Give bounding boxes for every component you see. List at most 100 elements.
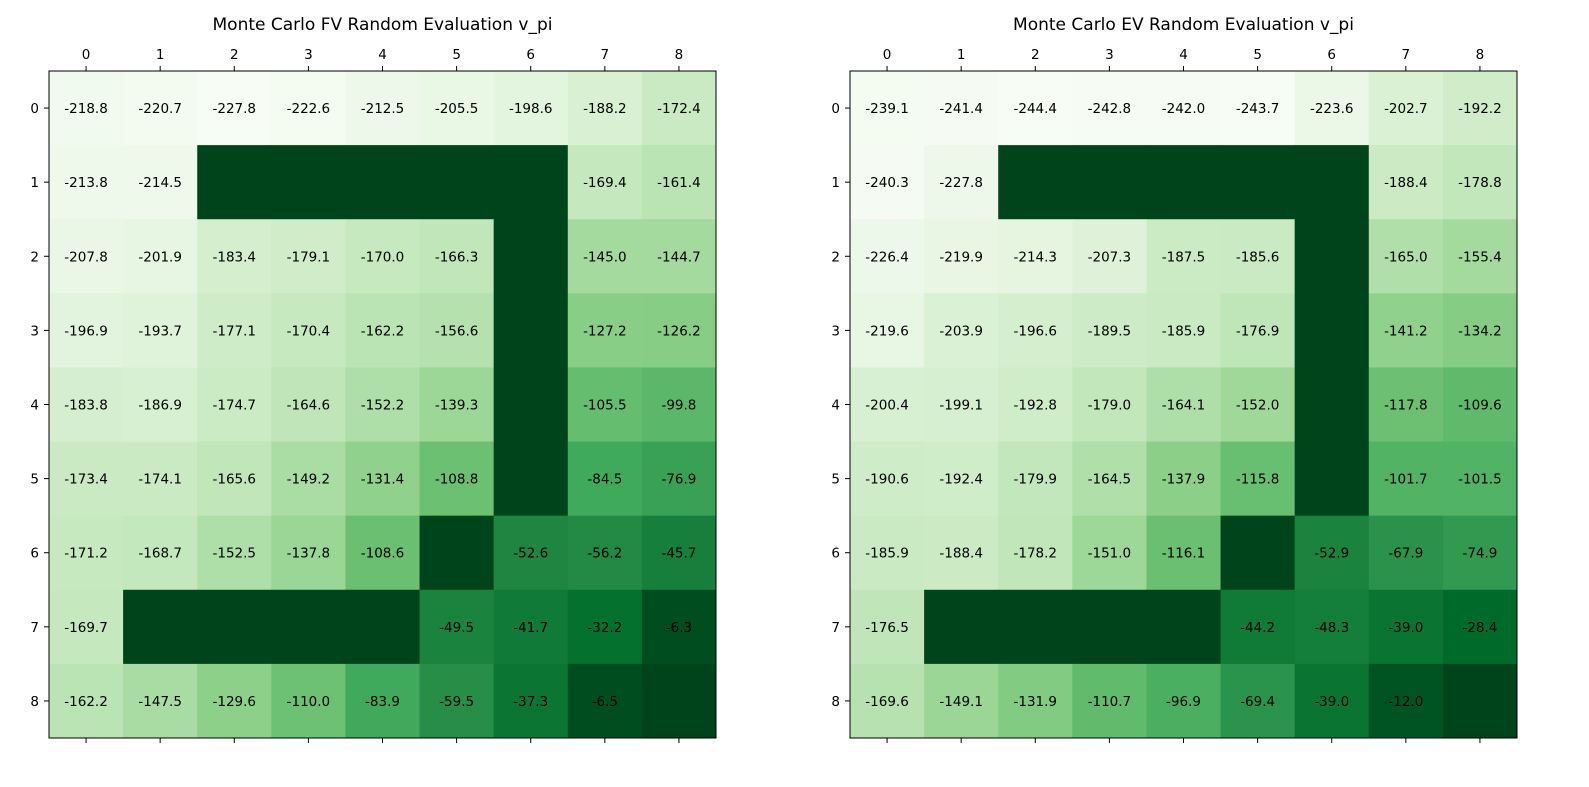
cell-value-label: -207.8 <box>64 249 108 265</box>
x-tick-label: 5 <box>1253 47 1262 63</box>
cell-value-label: -110.7 <box>1088 694 1132 710</box>
cell-value-label: -165.6 <box>213 472 257 488</box>
y-tick-label: 8 <box>831 694 840 710</box>
heatmap-cell <box>998 441 1073 517</box>
cell-value-label: -131.9 <box>1014 694 1058 710</box>
cell-value-label: -116.1 <box>1162 546 1206 562</box>
cell-value-label: -185.9 <box>865 546 909 562</box>
heatmap-cell <box>1368 589 1444 665</box>
x-tick-label: 2 <box>1031 47 1040 63</box>
cell-value-label: -156.6 <box>435 323 479 339</box>
cell-value-label: -149.2 <box>287 472 331 488</box>
heatmap-cell <box>641 589 717 665</box>
heatmap-cell <box>419 219 495 294</box>
heatmap-cell <box>493 663 569 739</box>
heatmap-cell <box>998 293 1073 368</box>
heatmap-wall-cell <box>1146 145 1222 220</box>
cell-value-label: -152.0 <box>1236 398 1280 414</box>
heatmap-cell <box>1368 293 1444 368</box>
heatmap-cell <box>123 145 198 220</box>
cell-value-label: -169.4 <box>583 175 627 191</box>
heatmap-cell <box>197 293 272 368</box>
cell-value-label: -222.6 <box>287 101 331 117</box>
heatmap-cell <box>924 441 999 517</box>
heatmap-cell <box>924 663 999 739</box>
heatmap-cell <box>271 293 346 368</box>
cell-value-label: -212.5 <box>361 101 405 117</box>
heatmap-cell <box>567 219 643 294</box>
heatmap-cell <box>924 515 999 591</box>
y-tick-label: 8 <box>30 694 39 710</box>
cell-value-label: -168.7 <box>138 546 182 562</box>
cell-value-label: -188.4 <box>1384 175 1428 191</box>
cell-value-label: -223.6 <box>1310 101 1354 117</box>
heatmap-wall-cell <box>1294 293 1370 368</box>
heatmap-cell <box>197 663 272 739</box>
y-tick-label: 0 <box>30 101 39 117</box>
cell-value-label: -203.9 <box>939 323 983 339</box>
heatmap-cell <box>345 293 421 368</box>
cell-value-label: -137.8 <box>287 546 331 562</box>
heatmap-cell <box>123 219 198 294</box>
heatmap-cell <box>1146 515 1222 591</box>
heatmap-wall-cell <box>998 145 1073 220</box>
x-tick-label: 1 <box>957 47 966 63</box>
heatmap-cell <box>1294 589 1370 665</box>
cell-value-label: -200.4 <box>865 398 909 414</box>
heatmap-cell <box>49 589 124 665</box>
cell-value-label: -188.2 <box>583 101 627 117</box>
heatmap-cell <box>924 367 999 443</box>
heatmap-cell <box>1368 367 1444 443</box>
heatmap-cell <box>345 367 421 443</box>
cell-value-label: -152.2 <box>361 398 405 414</box>
x-tick-label: 7 <box>601 47 610 63</box>
heatmap-cell <box>1442 441 1518 517</box>
cell-value-label: -48.3 <box>1314 620 1349 636</box>
cell-value-label: -188.4 <box>939 546 983 562</box>
cell-value-label: -189.5 <box>1088 323 1132 339</box>
heatmap-cell <box>1220 589 1296 665</box>
heatmap-cell <box>1368 663 1444 739</box>
heatmap-cell <box>641 219 717 294</box>
heatmap-cell <box>1146 663 1222 739</box>
cell-value-label: -244.4 <box>1014 101 1058 117</box>
heatmap-cell <box>345 441 421 517</box>
y-tick-label: 3 <box>831 323 840 339</box>
cell-value-label: -137.9 <box>1162 472 1206 488</box>
heatmap-cell <box>567 515 643 591</box>
heatmap-cell <box>567 367 643 443</box>
cell-value-label: -59.5 <box>439 694 474 710</box>
cell-value-label: -219.9 <box>939 249 983 265</box>
heatmap-cell <box>1072 71 1147 146</box>
heatmap-cell <box>641 293 717 368</box>
chart-title: Monte Carlo FV Random Evaluation v_pi <box>213 15 553 35</box>
heatmap-cell <box>998 515 1073 591</box>
cell-value-label: -49.5 <box>439 620 474 636</box>
heatmap-cell <box>1368 145 1444 220</box>
heatmap-wall-cell <box>345 589 421 665</box>
cell-value-label: -213.8 <box>64 175 108 191</box>
heatmap-cell <box>567 663 643 739</box>
cell-value-label: -177.1 <box>213 323 257 339</box>
cell-value-label: -105.5 <box>583 398 627 414</box>
heatmap-cell <box>1368 219 1444 294</box>
heatmap-cell <box>345 663 421 739</box>
x-tick-label: 3 <box>304 47 313 63</box>
y-tick-label: 1 <box>831 175 840 191</box>
heatmap-cell <box>271 219 346 294</box>
heatmap-cell <box>197 71 272 146</box>
heatmap-panel-0: -218.8 -220.7 -227.8 -222.6 -212.5 -205.5 -198… <box>30 15 717 743</box>
heatmap-cell <box>1072 367 1147 443</box>
x-tick-label: 0 <box>82 47 91 63</box>
heatmap-cell <box>49 145 124 220</box>
heatmap-cell <box>197 367 272 443</box>
x-tick-label: 3 <box>1105 47 1114 63</box>
heatmap-panel-1: -239.1 -241.4 -244.4 -242.8 -242.0 -243.7 -223… <box>831 15 1518 743</box>
cell-value-label: -173.4 <box>64 472 108 488</box>
cell-value-label: -96.9 <box>1166 694 1201 710</box>
cell-value-label: -84.5 <box>587 472 622 488</box>
cell-value-label: -69.4 <box>1240 694 1275 710</box>
cell-value-label: -186.9 <box>138 398 182 414</box>
heatmap-cell <box>1072 515 1147 591</box>
cell-value-label: -149.1 <box>939 694 983 710</box>
